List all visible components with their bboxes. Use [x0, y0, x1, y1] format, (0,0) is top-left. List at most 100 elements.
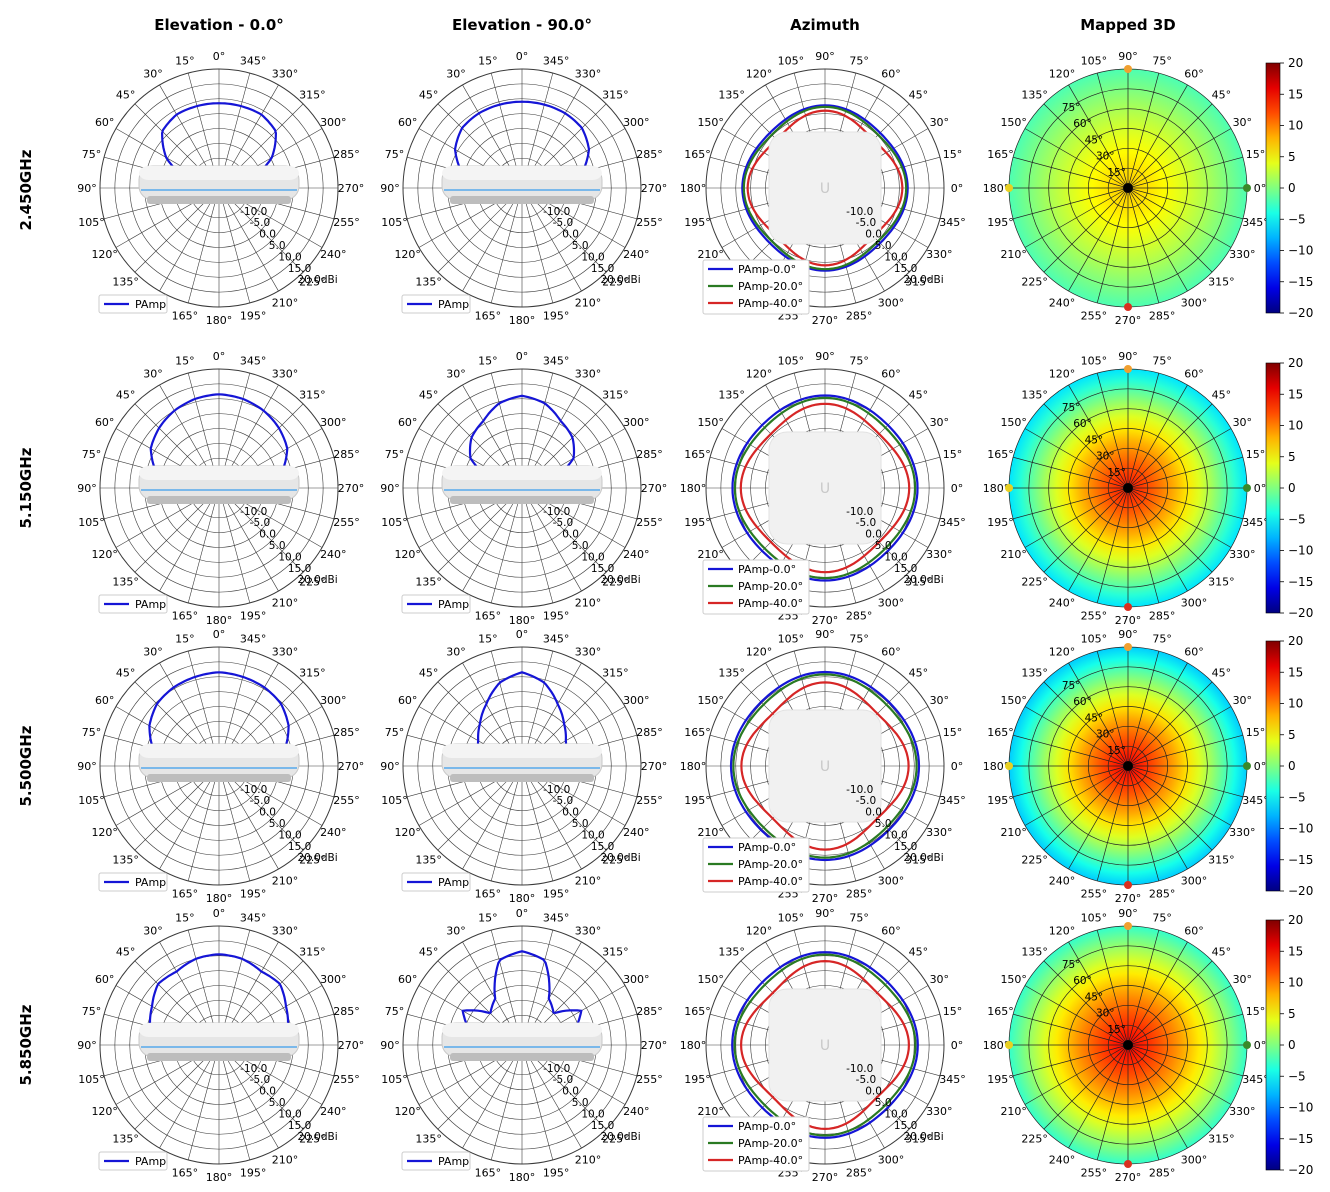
angle-label: 60°	[881, 646, 901, 659]
angle-label: 270°	[1115, 614, 1142, 627]
ring-label: 60°	[1073, 975, 1092, 987]
angle-label: 150°	[697, 416, 724, 429]
legend: PAmp-0.0° PAmp-20.0° PAmp-40.0°	[702, 1116, 810, 1172]
angle-label: 300°	[878, 596, 905, 609]
device-top	[139, 1023, 299, 1037]
center-dot	[1123, 1040, 1133, 1050]
ring-label: 15°	[1107, 1024, 1126, 1036]
grid-spoke	[187, 187, 220, 304]
angle-label: 195°	[987, 1073, 1014, 1086]
grid-spoke	[490, 765, 523, 882]
angle-label: 345°	[939, 216, 966, 229]
ring-label: 75°	[1062, 680, 1081, 692]
angle-label: 90°	[815, 628, 835, 641]
angle-label: 315°	[602, 89, 629, 102]
angle-label: 300°	[623, 116, 650, 129]
angle-label: 165°	[172, 310, 199, 323]
angle-label: 345°	[1242, 794, 1269, 807]
grid-spoke	[1127, 187, 1160, 304]
angle-label: 15°	[478, 354, 498, 367]
angle-label: 75°	[849, 911, 869, 924]
ring-label: 45°	[1085, 434, 1104, 446]
angle-label: 135°	[415, 275, 442, 288]
grid-spoke	[1096, 1044, 1129, 1161]
colorbar-tick-label: −10	[1288, 244, 1313, 258]
angle-label: 120°	[394, 248, 421, 261]
grid-spoke	[1024, 706, 1129, 767]
angle-label: 255°	[1081, 610, 1108, 623]
angle-label: 345°	[1242, 1073, 1269, 1086]
grid-spoke	[1096, 187, 1129, 304]
radial-tick-label: 5.0	[875, 818, 892, 830]
angle-label: 105°	[778, 354, 805, 367]
grid-spoke	[1043, 960, 1129, 1046]
grid-spoke	[218, 487, 279, 592]
angle-label: 150°	[1000, 973, 1027, 986]
angle-label: 285°	[636, 148, 663, 161]
colorbar-tick-label: 0	[1288, 181, 1296, 195]
angle-label: 195°	[543, 888, 570, 901]
radial-tick-label: 0.0	[865, 229, 882, 241]
angle-label: 180°	[983, 1039, 1010, 1052]
angle-label: 90°	[815, 907, 835, 920]
angle-label: 300°	[878, 296, 905, 309]
angle-label: 300°	[1181, 296, 1208, 309]
angle-label: 195°	[543, 310, 570, 323]
radial-tick-label: -5.0	[856, 217, 877, 229]
grid-spoke	[1127, 941, 1188, 1046]
angle-label: 15°	[943, 448, 963, 461]
angle-label: 75°	[1152, 354, 1172, 367]
radial-tick-label: -5.0	[250, 517, 270, 529]
grid-spoke	[1096, 929, 1129, 1046]
angle-label: 105°	[381, 516, 408, 529]
angle-label: 105°	[778, 911, 805, 924]
ring-label: 60°	[1073, 418, 1092, 430]
radial-tick-label: 0.0	[259, 807, 276, 819]
angle-label: 225°	[299, 1132, 326, 1145]
ring-label: 45°	[1085, 134, 1104, 146]
center-dot	[1123, 483, 1133, 493]
angle-label: 165°	[475, 1167, 502, 1180]
grid-spoke	[521, 1044, 554, 1161]
radial-tick-label: -5.0	[250, 1074, 270, 1086]
angle-label: 180°	[983, 182, 1010, 195]
angle-label: 210°	[1000, 548, 1027, 561]
angle-label: 105°	[78, 794, 105, 807]
angle-label: 90°	[1118, 628, 1138, 641]
angle-label: 105°	[1081, 54, 1108, 67]
ring-label: 75°	[1062, 402, 1081, 414]
angle-label: 210°	[1000, 826, 1027, 839]
legend-box	[702, 837, 810, 893]
device-image	[138, 1022, 300, 1061]
grid-spoke	[1127, 1013, 1244, 1046]
angle-label: 240°	[1049, 596, 1076, 609]
angle-label: 195°	[987, 516, 1014, 529]
grid-spoke	[1024, 487, 1129, 548]
grid-spoke	[1127, 103, 1213, 189]
legend: PAmp	[401, 594, 471, 614]
angle-label: 300°	[320, 116, 347, 129]
angle-label: 285°	[1149, 610, 1176, 623]
angle-label: 135°	[415, 853, 442, 866]
grid-spoke	[1096, 72, 1129, 189]
angle-label: 180°	[983, 760, 1010, 773]
legend-box	[702, 1116, 810, 1172]
grid-spoke	[218, 765, 251, 882]
angle-label: 0°	[951, 482, 964, 495]
mapped-3d-plot: 90° 75° 60° 45° 30° 15° 0° 345° 330° 315°300° 285°…	[983, 50, 1269, 327]
legend-box	[702, 559, 810, 615]
angle-label: 255°	[636, 516, 663, 529]
colorbar-tick-label: 20	[1288, 56, 1303, 70]
row-label-5500: 5.500GHz	[17, 725, 35, 806]
legend-label-pamp: PAmp	[438, 598, 469, 611]
angle-label: 195°	[543, 610, 570, 623]
grid-spoke	[218, 187, 279, 292]
angle-label: 180°	[509, 892, 536, 905]
radial-tick-label: -5.0	[553, 795, 574, 807]
angle-label: 75°	[82, 726, 102, 739]
grid-spoke	[1043, 1044, 1129, 1130]
angle-label: 285°	[1149, 1167, 1176, 1180]
radial-tick-label: 15.0	[591, 563, 614, 575]
radial-tick-label: 0.0	[259, 1086, 276, 1098]
angle-label: 15°	[1246, 148, 1266, 161]
